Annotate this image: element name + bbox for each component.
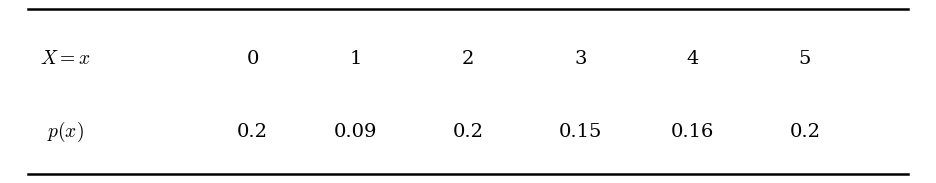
Text: 0: 0 (246, 50, 259, 68)
Text: 2: 2 (461, 50, 475, 68)
Text: $p(x)$: $p(x)$ (47, 120, 84, 144)
Text: 3: 3 (574, 50, 587, 68)
Text: 0.2: 0.2 (789, 123, 821, 141)
Text: 0.09: 0.09 (334, 123, 377, 141)
Text: 0.2: 0.2 (237, 123, 269, 141)
Text: 0.16: 0.16 (671, 123, 714, 141)
Text: $X = x$: $X = x$ (40, 50, 91, 68)
Text: 0.15: 0.15 (559, 123, 602, 141)
Text: 4: 4 (686, 50, 699, 68)
Text: 1: 1 (349, 50, 362, 68)
Text: 0.2: 0.2 (452, 123, 484, 141)
Text: 5: 5 (798, 50, 812, 68)
